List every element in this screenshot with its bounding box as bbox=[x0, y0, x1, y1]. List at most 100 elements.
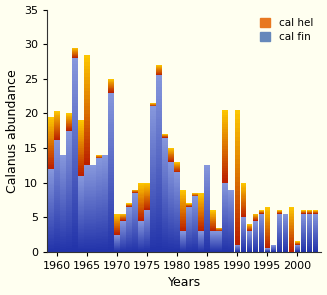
Bar bbox=[108, 199, 114, 201]
Bar bbox=[204, 181, 210, 183]
Bar bbox=[265, 215, 270, 217]
Bar bbox=[54, 224, 60, 226]
Bar bbox=[102, 192, 108, 194]
Bar bbox=[132, 208, 138, 209]
Bar bbox=[229, 193, 234, 194]
Bar bbox=[54, 192, 60, 194]
Bar bbox=[229, 207, 234, 208]
Bar bbox=[222, 248, 228, 250]
Bar bbox=[162, 178, 168, 180]
Bar bbox=[60, 239, 66, 240]
Bar bbox=[126, 242, 132, 243]
Bar bbox=[204, 201, 210, 203]
Bar bbox=[84, 154, 90, 158]
Bar bbox=[72, 200, 78, 203]
Bar bbox=[132, 233, 138, 234]
Bar bbox=[283, 248, 288, 249]
Bar bbox=[168, 199, 174, 201]
Bar bbox=[259, 237, 264, 238]
Bar bbox=[60, 158, 66, 160]
Bar bbox=[102, 223, 108, 224]
Bar bbox=[102, 237, 108, 239]
Bar bbox=[192, 235, 198, 236]
Bar bbox=[204, 206, 210, 207]
Bar bbox=[48, 244, 54, 245]
Bar bbox=[204, 200, 210, 201]
Bar bbox=[289, 226, 294, 228]
Bar bbox=[198, 229, 204, 230]
Bar bbox=[289, 222, 294, 223]
Bar bbox=[102, 239, 108, 240]
Bar bbox=[126, 215, 132, 216]
Bar bbox=[150, 211, 156, 213]
Bar bbox=[229, 190, 234, 191]
Bar bbox=[168, 148, 174, 149]
Bar bbox=[78, 216, 84, 218]
Bar bbox=[150, 220, 156, 223]
Bar bbox=[162, 172, 168, 174]
Bar bbox=[198, 220, 204, 221]
Bar bbox=[198, 238, 204, 239]
Bar bbox=[156, 249, 162, 252]
Bar bbox=[265, 221, 270, 222]
Bar bbox=[156, 184, 162, 187]
Bar bbox=[60, 163, 66, 165]
Bar bbox=[54, 145, 60, 147]
Bar bbox=[289, 213, 294, 214]
Bar bbox=[156, 125, 162, 128]
Bar bbox=[72, 242, 78, 245]
Bar bbox=[138, 237, 144, 238]
Bar bbox=[162, 212, 168, 214]
Bar bbox=[192, 234, 198, 235]
Bar bbox=[54, 142, 60, 143]
Bar bbox=[60, 244, 66, 245]
Bar bbox=[174, 241, 180, 242]
Bar bbox=[54, 124, 60, 125]
Bar bbox=[84, 209, 90, 210]
Bar bbox=[126, 212, 132, 213]
Bar bbox=[241, 230, 246, 231]
Bar bbox=[132, 194, 138, 195]
Bar bbox=[222, 144, 228, 146]
Bar bbox=[241, 215, 246, 216]
Bar bbox=[259, 226, 264, 227]
Bar bbox=[138, 245, 144, 246]
Bar bbox=[156, 74, 162, 75]
Bar bbox=[168, 235, 174, 237]
Bar bbox=[96, 205, 102, 207]
Bar bbox=[229, 197, 234, 198]
Bar bbox=[216, 247, 222, 248]
Bar bbox=[150, 160, 156, 162]
Bar bbox=[84, 184, 90, 186]
Bar bbox=[78, 172, 84, 174]
Bar bbox=[102, 208, 108, 210]
Bar bbox=[222, 218, 228, 219]
Bar bbox=[90, 207, 96, 209]
Bar bbox=[102, 194, 108, 195]
Bar bbox=[48, 169, 54, 170]
Bar bbox=[78, 227, 84, 228]
Bar bbox=[241, 235, 246, 236]
Bar bbox=[162, 187, 168, 189]
Bar bbox=[192, 250, 198, 251]
Bar bbox=[108, 162, 114, 164]
Bar bbox=[78, 204, 84, 205]
Bar bbox=[48, 191, 54, 192]
Bar bbox=[54, 151, 60, 153]
Bar bbox=[241, 183, 246, 184]
Bar bbox=[90, 170, 96, 171]
Bar bbox=[168, 184, 174, 186]
Bar bbox=[108, 87, 114, 88]
Bar bbox=[204, 203, 210, 204]
Bar bbox=[186, 219, 192, 220]
Bar bbox=[138, 202, 144, 203]
Bar bbox=[162, 147, 168, 149]
Bar bbox=[216, 251, 222, 252]
Bar bbox=[198, 204, 204, 206]
Bar bbox=[48, 228, 54, 230]
Bar bbox=[78, 194, 84, 195]
Bar bbox=[144, 230, 150, 231]
Bar bbox=[138, 247, 144, 248]
Bar bbox=[186, 232, 192, 233]
Bar bbox=[283, 231, 288, 232]
